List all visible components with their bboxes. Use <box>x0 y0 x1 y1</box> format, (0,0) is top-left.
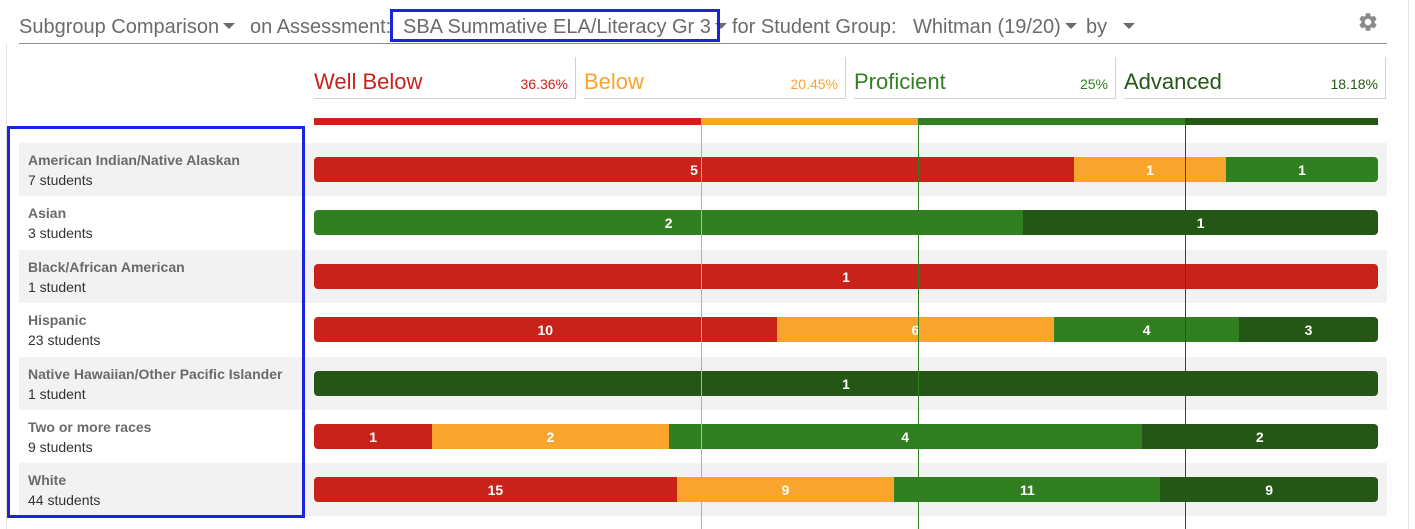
caret-down-icon <box>1064 22 1077 29</box>
bar-segment[interactable]: 1 <box>1023 210 1378 235</box>
bar-segment[interactable]: 2 <box>432 424 669 449</box>
bar-segment[interactable]: 3 <box>1239 317 1378 342</box>
distribution-bar: 10 6 4 3 <box>314 317 1378 342</box>
bar-segment[interactable]: 2 <box>314 210 1024 235</box>
subgroup-count: 1 student <box>28 279 86 295</box>
by-dropdown[interactable] <box>1119 14 1135 40</box>
subgroup-name: Two or more races <box>28 419 152 435</box>
bar-segment[interactable]: 1 <box>1226 157 1378 182</box>
bar-segment[interactable]: 5 <box>314 157 1074 182</box>
level-header-proficient: Proficient 25% <box>854 57 1116 99</box>
subgroup-count: 9 students <box>28 439 93 455</box>
bar-segment[interactable]: 6 <box>776 317 1055 342</box>
guide-line-proficient <box>918 125 919 529</box>
overall-band-proficient <box>918 118 1185 125</box>
subgroup-name: American Indian/Native Alaskan <box>28 152 240 168</box>
overall-band-well-below <box>314 118 701 125</box>
report-header: Subgroup Comparison on Assessment: SBA S… <box>19 9 1387 44</box>
bar-segment[interactable]: 2 <box>1141 424 1378 449</box>
gear-icon[interactable] <box>1357 11 1379 33</box>
distribution-bar: 15 9 11 9 <box>314 477 1378 502</box>
bar-segment[interactable]: 1 <box>314 264 1378 289</box>
bar-segment[interactable]: 10 <box>314 317 777 342</box>
level-header-well-below: Well Below 36.36% <box>314 57 576 99</box>
bar-segment[interactable]: 9 <box>1160 477 1378 502</box>
overall-band-advanced <box>1185 118 1378 125</box>
subgroup-name: White <box>28 472 67 488</box>
level-header-below: Below 20.45% <box>584 57 846 99</box>
bar-segment[interactable]: 15 <box>314 477 677 502</box>
student-group-dropdown[interactable]: Whitman (19/20) <box>913 14 1077 40</box>
level-percent: 20.45% <box>790 76 838 92</box>
level-percent: 36.36% <box>520 76 568 92</box>
on-assessment-label: on Assessment: <box>250 16 392 38</box>
level-percent: 25% <box>1079 76 1108 92</box>
by-label: by <box>1086 16 1108 38</box>
level-name: Well Below <box>314 69 423 94</box>
caret-down-icon <box>223 22 236 29</box>
assessment-label: SBA Summative ELA/Literacy Gr 3 <box>403 16 711 38</box>
left-border <box>6 44 7 529</box>
subgroup-count: 3 students <box>28 225 93 241</box>
bar-segment[interactable]: 1 <box>1074 157 1226 182</box>
subgroup-highlight-box <box>7 126 305 518</box>
guide-line-below <box>701 125 702 529</box>
subgroup-count: 1 student <box>28 386 86 402</box>
subgroup-count: 44 students <box>28 492 101 508</box>
subgroup-name: Native Hawaiian/Other Pacific Islander <box>28 366 283 382</box>
bar-segment[interactable]: 4 <box>668 424 1142 449</box>
subgroup-count: 7 students <box>28 172 93 188</box>
bar-segment[interactable]: 4 <box>1054 317 1240 342</box>
for-group-label: for Student Group: <box>732 16 897 38</box>
level-name: Advanced <box>1124 69 1222 94</box>
guide-line-advanced <box>1185 125 1186 529</box>
subgroup-count: 23 students <box>28 332 101 348</box>
subgroup-name: Black/African American <box>28 259 185 275</box>
subgroup-name: Asian <box>28 205 67 221</box>
bar-segment[interactable]: 11 <box>894 477 1161 502</box>
distribution-bar: 1 <box>314 264 1378 289</box>
overall-band-below <box>701 118 918 125</box>
caret-down-icon <box>714 22 727 29</box>
report-type-label: Subgroup Comparison <box>19 16 220 38</box>
report-type-dropdown[interactable]: Subgroup Comparison <box>19 14 236 40</box>
student-group-label: Whitman (19/20) <box>913 16 1061 38</box>
assessment-highlight-box <box>390 9 720 42</box>
caret-down-icon <box>1123 22 1135 29</box>
distribution-bar: 1 <box>314 371 1378 396</box>
level-name: Proficient <box>854 69 946 94</box>
level-header-advanced: Advanced 18.18% <box>1124 57 1386 99</box>
right-border <box>1408 0 1409 529</box>
bar-segment[interactable]: 1 <box>314 424 433 449</box>
level-percent: 18.18% <box>1330 76 1378 92</box>
bar-segment[interactable]: 9 <box>676 477 895 502</box>
assessment-dropdown[interactable]: SBA Summative ELA/Literacy Gr 3 <box>403 14 727 40</box>
subgroup-name: Hispanic <box>28 312 87 328</box>
bar-segment[interactable]: 1 <box>314 371 1378 396</box>
level-name: Below <box>584 69 644 94</box>
